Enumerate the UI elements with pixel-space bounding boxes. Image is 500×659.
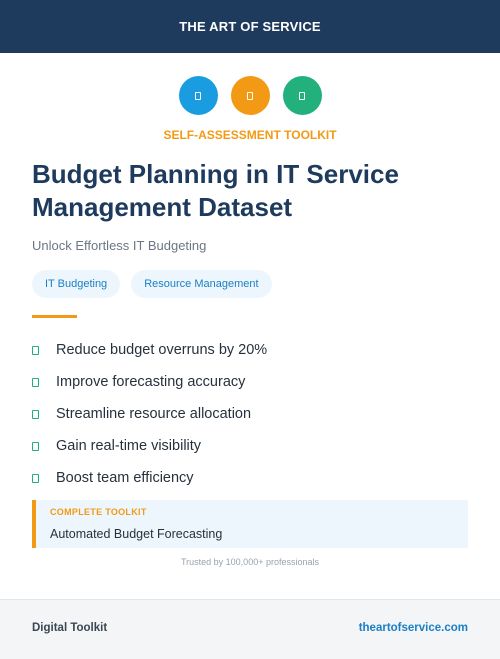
footer-label: Digital Toolkit <box>32 622 108 634</box>
tag-resource-management: Resource Management <box>131 270 272 298</box>
list-item: Streamline resource allocation <box>32 398 267 430</box>
benefit-text: Boost team efficiency <box>56 470 194 486</box>
subtitle: Unlock Effortless IT Budgeting <box>32 238 207 253</box>
document-icon <box>282 76 322 115</box>
icon-row <box>0 76 500 115</box>
top-banner: THE ART OF SERVICE <box>0 0 500 53</box>
check-icon <box>32 377 39 387</box>
check-icon <box>32 409 39 419</box>
accent-divider <box>32 315 77 318</box>
document-icon <box>178 76 218 115</box>
toolkit-callout: COMPLETE TOOLKIT Automated Budget Foreca… <box>32 500 468 548</box>
trust-line: Trusted by 100,000+ professionals <box>180 557 319 567</box>
toolkit-text: Automated Budget Forecasting <box>50 527 223 541</box>
kicker-label: SELF-ASSESSMENT TOOLKIT <box>163 128 337 142</box>
page-title: Budget Planning in IT Service Management… <box>32 159 399 222</box>
benefit-list: Reduce budget overruns by 20% Improve fo… <box>32 334 267 494</box>
check-icon <box>32 441 39 451</box>
benefit-text: Reduce budget overruns by 20% <box>56 342 268 358</box>
document-icon <box>230 76 270 115</box>
toolkit-label: COMPLETE TOOLKIT <box>50 507 147 517</box>
list-item: Reduce budget overruns by 20% <box>32 334 267 366</box>
brand-name: THE ART OF SERVICE <box>179 19 321 34</box>
list-item: Improve forecasting accuracy <box>32 366 267 398</box>
benefit-text: Improve forecasting accuracy <box>56 374 246 390</box>
tag-it-budgeting: IT Budgeting <box>32 270 121 298</box>
list-item: Gain real-time visibility <box>32 430 267 462</box>
check-icon <box>32 473 39 483</box>
tag-list: IT Budgeting Resource Management <box>32 270 272 298</box>
benefit-text: Streamline resource allocation <box>56 406 252 422</box>
benefit-text: Gain real-time visibility <box>56 438 202 454</box>
footer: Digital Toolkit theartofservice.com <box>0 599 500 659</box>
check-icon <box>32 345 39 355</box>
footer-link[interactable]: theartofservice.com <box>358 622 468 634</box>
list-item: Boost team efficiency <box>32 462 267 494</box>
